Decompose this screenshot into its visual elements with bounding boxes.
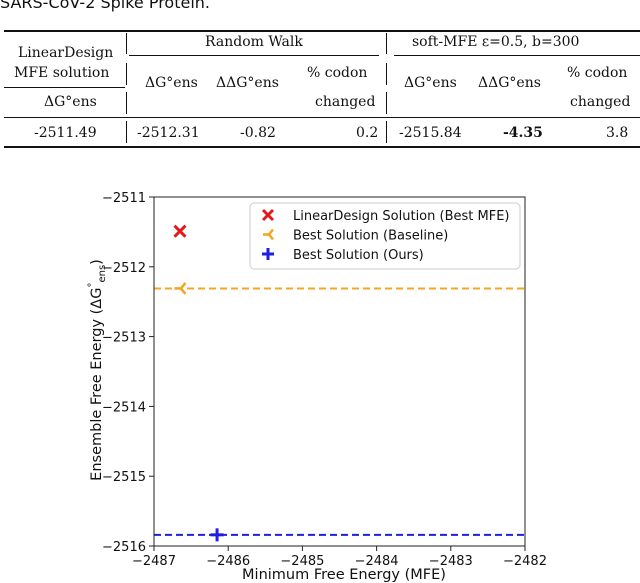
cell-soft-dg: -2515.84 [399,125,462,141]
legend-box [249,202,521,270]
cell-soft-codon: 3.8 [606,125,629,141]
cell-rw-ddg: -0.82 [240,125,276,141]
table-vrule-1 [126,33,128,54]
y-tick-label: −2516 [102,540,146,555]
table-vrule-7 [386,92,388,114]
plus-marker [210,528,224,542]
figure-caption: SARS-CoV-2 Spike Protein. [0,0,211,12]
table-group-rule-random [129,55,379,56]
x-tick-label: −2487 [132,554,176,569]
y-axis-label: Ensemble Free Energy (ΔG°ens) [87,259,108,481]
header-soft-ddg: ΔΔG°ens [478,75,541,91]
cell-rw-codon: 0.2 [356,125,379,141]
x-tick-label: −2484 [355,554,399,569]
x-marker [261,208,275,222]
header-soft-dg: ΔG°ens [404,75,457,91]
header-rw-changed: changed [315,94,376,110]
header-rw-codon: % codon [307,65,368,81]
y-tick-label: −2513 [102,331,146,346]
legend-label: Best Solution (Baseline) [293,229,448,244]
tri-left-marker [263,228,275,241]
x-tick-label: −2486 [206,554,250,569]
header-rw-ddg: ΔΔG°ens [216,75,279,91]
header-lineardesign: LinearDesign [18,45,114,61]
header-mfe-solution: MFE solution [14,65,110,81]
header-soft-codon: % codon [567,65,628,81]
table-vrule-2 [126,63,128,85]
table-vrule-4 [126,121,128,143]
table-vrule-6 [386,63,388,85]
legend: LinearDesign Solution (Best MFE) Best Sol… [249,202,521,270]
x-tick-label: −2483 [429,554,473,569]
series-lines [154,287,525,536]
plus-marker [262,248,274,260]
results-table: LinearDesign MFE solution ΔG°ens Random … [0,0,640,160]
table-vrule-5 [386,33,388,54]
cell-rw-dg: -2512.31 [137,125,200,141]
x-tick-label: −2485 [280,554,324,569]
table-group-rule-soft [394,55,640,56]
table-top-rule [4,30,640,32]
header-soft-changed: changed [570,94,631,110]
header-linear-dg: ΔG°ens [44,94,97,110]
cell-linear-dg: -2511.49 [34,125,97,141]
legend-label: Best Solution (Ours) [293,248,424,263]
tri-left-marker [174,282,187,295]
y-tick-label: −2511 [102,191,146,206]
legend-label: LinearDesign Solution (Best MFE) [293,209,509,224]
table-sub-rule-linear [4,87,125,88]
y-tick-label: −2515 [102,470,146,485]
x-ticks: −2487 −2486 −2485 −2484 −2483 −2482 [132,546,547,569]
header-random-walk: Random Walk [205,34,303,50]
x-marker [173,224,187,238]
y-ticks: −2511 −2512 −2513 −2514 −2515 −2516 [102,191,154,555]
table-vrule-8 [386,121,388,143]
x-tick-label: −2482 [503,554,547,569]
table-header-rule [4,117,640,118]
y-tick-label: −2512 [102,261,146,276]
energy-chart: −2487 −2486 −2485 −2484 −2483 −2482 −2511−251… [87,191,547,583]
header-soft-mfe: soft-MFE ε=0.5, b=300 [412,34,580,50]
table-bottom-rule [4,146,640,148]
plot-frame [153,196,526,547]
cell-soft-ddg: -4.35 [503,125,543,141]
x-axis-label: Minimum Free Energy (MFE) [242,567,446,583]
series-markers [173,224,224,542]
header-rw-dg: ΔG°ens [145,75,198,91]
table-vrule-3 [126,92,128,114]
y-tick-label: −2514 [102,400,146,415]
